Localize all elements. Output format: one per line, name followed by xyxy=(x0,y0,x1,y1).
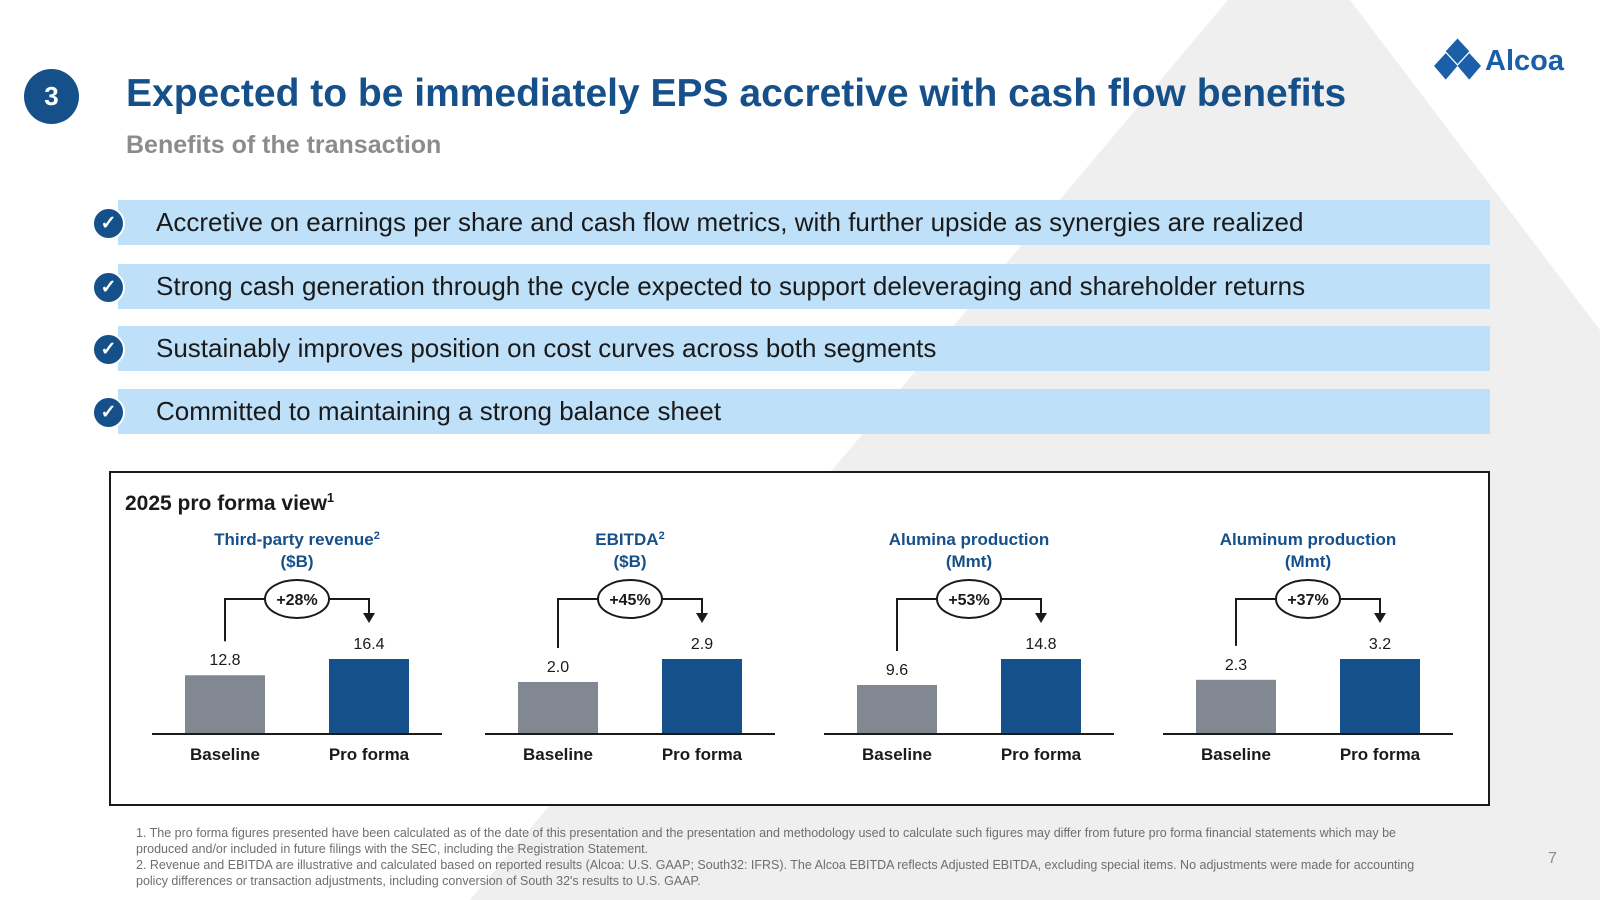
growth-arrow-icon xyxy=(1374,613,1386,623)
chart-unit-label: ($B) xyxy=(280,552,313,571)
value-label-baseline: 2.3 xyxy=(1225,657,1247,674)
category-label-baseline: Baseline xyxy=(523,745,593,764)
category-label-pro-forma: Pro forma xyxy=(1001,745,1082,764)
category-label-pro-forma: Pro forma xyxy=(662,745,743,764)
panel-title-text: 2025 pro forma view xyxy=(125,492,327,515)
benefit-text: Sustainably improves position on cost cu… xyxy=(156,333,937,363)
benefit-row: Accretive on earnings per share and cash… xyxy=(118,200,1490,245)
alcoa-logo-icon xyxy=(1434,38,1482,80)
growth-bubble xyxy=(1275,579,1341,619)
checkmark-icon: ✓ xyxy=(92,271,125,304)
category-label-baseline: Baseline xyxy=(862,745,932,764)
panel-title: 2025 pro forma view1 xyxy=(125,490,334,516)
category-label-pro-forma: Pro forma xyxy=(1340,745,1421,764)
value-label-pro-forma: 16.4 xyxy=(353,636,384,653)
benefit-text: Committed to maintaining a strong balanc… xyxy=(156,396,722,426)
pro-forma-panel: 2025 pro forma view1 Third-party revenue… xyxy=(109,471,1490,806)
benefit-row: Committed to maintaining a strong balanc… xyxy=(118,389,1490,434)
growth-label: +53% xyxy=(948,592,989,609)
benefit-text: Strong cash generation through the cycle… xyxy=(156,271,1306,301)
growth-bubble xyxy=(264,579,330,619)
value-label-pro-forma: 3.2 xyxy=(1369,636,1391,653)
checkmark-icon: ✓ xyxy=(92,207,125,240)
footnote-2: 2. Revenue and EBITDA are illustrative a… xyxy=(136,858,1415,888)
chart-unit-label: ($B) xyxy=(613,552,646,571)
bar-pro-forma xyxy=(1001,659,1081,733)
chart-title: Alumina production xyxy=(889,530,1050,549)
page-title: Expected to be immediately EPS accretive… xyxy=(126,72,1347,115)
growth-arrow-icon xyxy=(696,613,708,623)
value-label-baseline: 9.6 xyxy=(886,662,908,679)
bar-pro-forma xyxy=(662,659,742,733)
growth-arrow-icon xyxy=(1035,613,1047,623)
bar-baseline xyxy=(1196,679,1276,733)
panel-title-footnote: 1 xyxy=(326,490,335,505)
benefit-text: Accretive on earnings per share and cash… xyxy=(156,207,1304,237)
bar-baseline xyxy=(857,685,937,733)
page-number: 7 xyxy=(1548,850,1557,867)
chart-unit-label: (Mmt) xyxy=(946,552,992,571)
benefit-row: Sustainably improves position on cost cu… xyxy=(118,326,1490,371)
footnote-1: 1. The pro forma figures presented have … xyxy=(136,826,1396,856)
bar-baseline xyxy=(185,675,265,733)
growth-bubble xyxy=(597,579,663,619)
alcoa-logo: Alcoa xyxy=(1434,38,1564,84)
checkmark-icon: ✓ xyxy=(92,396,125,429)
growth-label: +45% xyxy=(609,592,650,609)
value-label-pro-forma: 2.9 xyxy=(691,636,713,653)
footnotes: 1. The pro forma figures presented have … xyxy=(136,825,1416,889)
pro-forma-charts: Third-party revenue2 ($B) 12.8 16.4 Baseline… xyxy=(152,530,1453,764)
category-label-pro-forma: Pro forma xyxy=(329,745,410,764)
value-label-baseline: 12.8 xyxy=(209,652,240,669)
growth-label: +37% xyxy=(1287,592,1328,609)
bar-pro-forma xyxy=(1340,659,1420,733)
benefit-row: Strong cash generation through the cycle… xyxy=(118,264,1490,309)
value-label-baseline: 2.0 xyxy=(547,659,569,676)
logo-text: Alcoa xyxy=(1485,44,1564,77)
chart-unit-label: (Mmt) xyxy=(1285,552,1331,571)
bar-baseline xyxy=(518,681,598,733)
growth-arrow-icon xyxy=(363,613,375,623)
section-number-badge: 3 xyxy=(24,69,79,124)
value-label-pro-forma: 14.8 xyxy=(1025,636,1056,653)
chart-title: Aluminum production xyxy=(1220,530,1397,549)
bar-pro-forma xyxy=(329,659,409,733)
page-subtitle: Benefits of the transaction xyxy=(126,131,442,159)
growth-bubble xyxy=(936,579,1002,619)
checkmark-icon: ✓ xyxy=(92,333,125,366)
category-label-baseline: Baseline xyxy=(1201,745,1271,764)
growth-label: +28% xyxy=(276,592,317,609)
category-label-baseline: Baseline xyxy=(190,745,260,764)
chart-title: EBITDA2 xyxy=(595,530,664,549)
chart-title: Third-party revenue2 xyxy=(214,530,380,549)
